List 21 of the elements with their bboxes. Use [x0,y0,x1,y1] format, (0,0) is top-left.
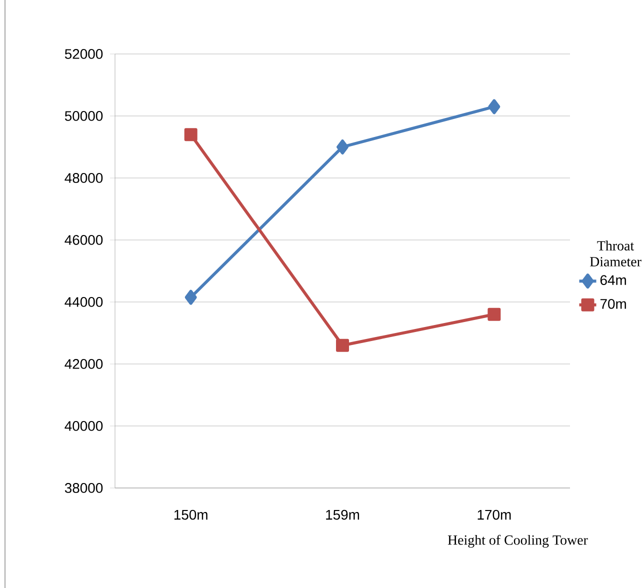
y-tick-label: 52000 [64,49,103,59]
x-axis-title: Height of Cooling Tower [448,534,588,548]
point [336,139,349,154]
y-tick-label: 48000 [64,173,103,183]
legend-label: 70m [600,298,626,309]
y-tick-label: 40000 [64,421,103,431]
y-tick-label: 42000 [64,359,103,369]
point [184,128,198,142]
point [488,308,501,321]
x-tick-label: 170m [478,510,511,520]
x-tick-label: 150m [174,510,208,520]
y-tick-label: 46000 [64,235,103,245]
point [336,338,350,352]
point [488,99,500,114]
legend-label: 64m [600,275,626,286]
y-tick-label: 50000 [64,111,103,121]
x-tick-label: 159m [326,510,360,520]
legend-title: Throat Diameter [590,240,642,266]
y-tick-label: 44000 [64,297,103,307]
y-tick-label: 38000 [64,483,103,493]
point [184,290,197,305]
